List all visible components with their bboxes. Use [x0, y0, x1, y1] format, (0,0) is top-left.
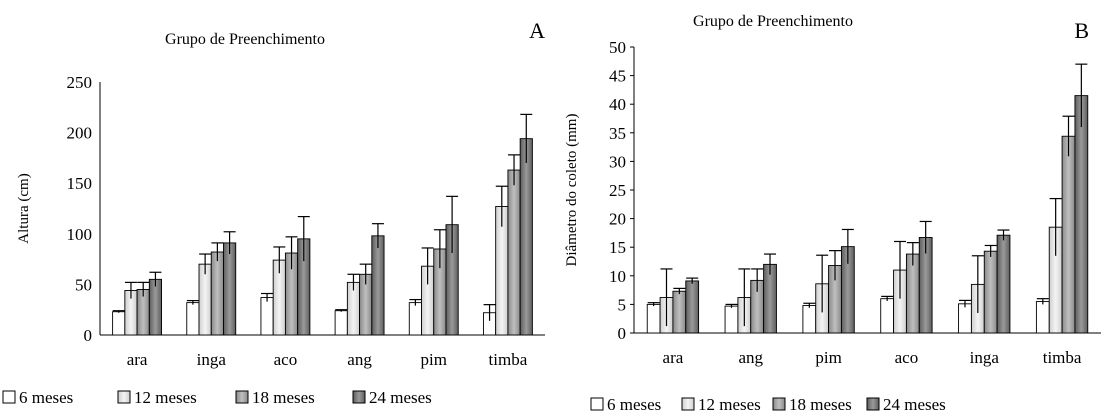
bar: [802, 305, 817, 334]
y-tick-label: 5: [618, 295, 627, 314]
y-tick-label: 25: [609, 181, 626, 200]
bar: [148, 278, 163, 336]
y-tick-label: 100: [67, 225, 93, 244]
bar: [519, 138, 533, 336]
x-category-label: pim: [421, 350, 447, 369]
y-tick-label: 200: [67, 124, 93, 143]
y-tick-label: 30: [609, 152, 626, 171]
y-tick-label: 0: [618, 324, 627, 343]
y-tick-label: 250: [67, 73, 93, 92]
bar: [880, 298, 895, 334]
y-tick-label: 40: [609, 95, 626, 114]
x-category-label: aco: [274, 350, 298, 369]
legend-label: 24 meses: [369, 388, 432, 407]
bar: [1061, 135, 1076, 334]
legend-swatch: [772, 397, 786, 411]
bar: [1074, 95, 1089, 334]
y-tick-label: 50: [75, 275, 92, 294]
y-axis-title: Altura (cm): [16, 173, 32, 243]
bar: [996, 234, 1011, 334]
chart-panel-b: Grupo de Preenchimento B Diâmetro do colet…: [564, 13, 1101, 414]
chart-panel-a: Grupo de Preenchimento A Altura (cm) 0 50 100…: [2, 18, 545, 407]
legend-swatch: [590, 397, 604, 411]
legend-label: 12 meses: [134, 388, 197, 407]
legend-label: 6 meses: [19, 388, 73, 407]
legend-swatch: [681, 397, 695, 411]
y-tick-label: 50: [609, 38, 626, 57]
bar: [1035, 301, 1050, 334]
bar: [371, 235, 385, 336]
bar: [672, 290, 687, 334]
x-category-label: pim: [815, 348, 841, 367]
bar: [112, 311, 126, 336]
legend-swatch: [235, 390, 249, 404]
y-axis-title: Diâmetro do coleto (mm): [564, 114, 580, 267]
bar: [724, 305, 739, 334]
legend-swatch: [117, 390, 131, 404]
bar: [210, 251, 224, 336]
legend-label: 18 meses: [252, 388, 315, 407]
y-tick-label: 0: [84, 326, 93, 345]
y-tick-label: 20: [609, 210, 626, 229]
y-tick-label: 45: [609, 67, 626, 86]
legend-label: 6 meses: [607, 395, 661, 414]
bar: [983, 250, 998, 334]
bar: [507, 169, 521, 336]
legend-swatch: [352, 390, 366, 404]
x-category-label: aco: [895, 348, 919, 367]
panel-letter: A: [529, 18, 545, 43]
y-tick-label: 15: [609, 238, 626, 257]
bar: [646, 303, 661, 334]
legend-swatch: [866, 397, 880, 411]
x-category-label: inga: [970, 348, 1000, 367]
bar: [408, 302, 422, 336]
bar: [685, 280, 700, 334]
legend-label: 12 meses: [698, 395, 761, 414]
y-tick-label: 35: [609, 124, 626, 143]
panel-letter: B: [1074, 18, 1089, 43]
y-tick-label: 150: [67, 174, 93, 193]
x-category-label: ara: [663, 348, 684, 367]
x-category-label: ang: [347, 350, 372, 369]
bar: [334, 310, 348, 336]
bar: [905, 253, 920, 334]
legend-swatch: [2, 390, 16, 404]
chart-title: Grupo de Preenchimento: [165, 31, 325, 48]
x-category-label: timba: [489, 350, 528, 369]
bar: [958, 303, 972, 334]
bar: [198, 263, 212, 336]
bar: [223, 242, 237, 336]
legend-label: 18 meses: [789, 395, 852, 414]
x-category-label: ang: [738, 348, 763, 367]
legend-label: 24 meses: [883, 395, 946, 414]
chart-title: Grupo de Preenchimento: [693, 13, 853, 30]
bar: [260, 297, 274, 336]
bar: [186, 302, 200, 336]
x-category-label: inga: [197, 350, 227, 369]
y-tick-label: 10: [609, 267, 626, 286]
x-category-label: ara: [127, 350, 148, 369]
x-category-label: timba: [1043, 348, 1082, 367]
